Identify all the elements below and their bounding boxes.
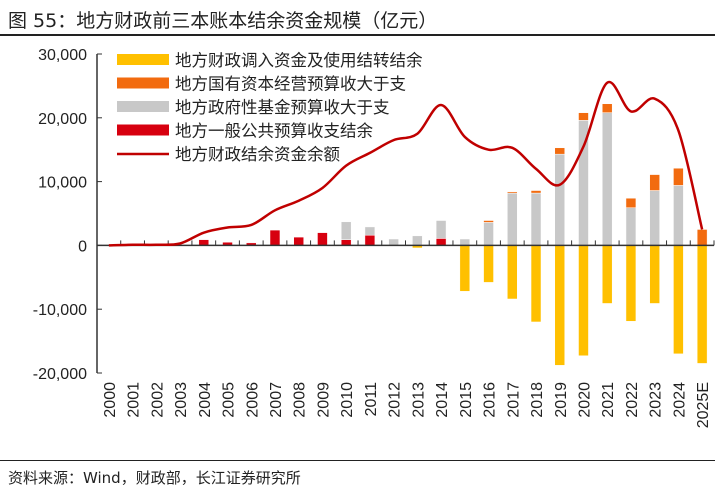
x-tick-label: 2008 <box>292 382 309 418</box>
line-series <box>108 80 704 247</box>
bar-segment <box>269 229 281 246</box>
bar-segment <box>340 221 352 240</box>
x-tick-label: 2004 <box>197 382 214 418</box>
bar-segment <box>625 197 637 209</box>
bar-segment <box>554 245 565 366</box>
x-tick-label: 2006 <box>244 382 261 418</box>
bar-segment <box>364 226 376 236</box>
bar-segment <box>317 232 328 246</box>
bar-segment <box>673 185 684 246</box>
bar-segment <box>601 245 613 304</box>
bar-segment <box>459 245 471 292</box>
legend-label: 地方财政结余资金余额 <box>175 145 341 164</box>
x-tick-label: 2015 <box>458 382 475 418</box>
x-tick-label: 2011 <box>363 382 380 417</box>
bar-segment <box>364 234 376 246</box>
x-tick-label: 2018 <box>529 382 546 418</box>
x-tick-label: 2005 <box>221 382 238 418</box>
x-tick-label: 2016 <box>482 382 499 418</box>
x-tick-label: 2022 <box>624 382 641 418</box>
bar-segment <box>649 174 660 191</box>
x-tick-label: 2010 <box>339 382 356 418</box>
bar-segment <box>530 190 542 194</box>
x-tick-label: 2002 <box>149 382 166 418</box>
bar-segment <box>530 192 542 246</box>
bar-segment <box>483 222 494 246</box>
x-tick-label: 2025E <box>695 382 712 428</box>
x-tick-label: 2019 <box>553 382 570 418</box>
x-tick-label: 2009 <box>315 382 332 418</box>
bar-segment <box>625 245 637 322</box>
bar-segment <box>459 238 471 246</box>
source-note: 资料来源：Wind，财政部，长江证券研究所 <box>8 469 301 487</box>
x-tick-label: 2024 <box>671 382 688 418</box>
bar-segment <box>696 229 708 246</box>
x-tick-label: 2013 <box>410 382 427 418</box>
bar-segment <box>673 245 684 355</box>
top-rule <box>0 34 715 36</box>
x-tick-label: 2001 <box>126 382 143 418</box>
bottom-rule <box>0 460 715 461</box>
legend-label: 地方国有资本经营预算收大于支 <box>175 75 406 94</box>
bar-segment <box>435 220 447 239</box>
y-tick-label: -10,000 <box>33 302 87 319</box>
legend-label: 地方政府性基金预算收大于支 <box>175 98 390 117</box>
bar-segment <box>435 238 447 246</box>
bar-segment <box>530 245 542 323</box>
bar-segment <box>601 103 613 113</box>
bar-segment <box>578 112 589 121</box>
x-tick-label: 2012 <box>387 382 404 418</box>
y-tick-label: 0 <box>78 238 87 255</box>
bar-segment <box>198 239 210 246</box>
bar-segment <box>412 235 423 246</box>
bar-segment <box>601 112 613 246</box>
y-tick-label: 20,000 <box>38 111 87 128</box>
y-tick-label: 10,000 <box>38 175 87 192</box>
bar-segment <box>483 245 494 283</box>
bar-segment <box>673 167 684 186</box>
bar-segment <box>554 147 565 155</box>
legend-swatch <box>117 101 169 112</box>
y-tick-label: -20,000 <box>33 366 87 383</box>
bar-segment <box>507 191 518 194</box>
x-tick-label: 2003 <box>173 382 190 418</box>
legend-label: 地方一般公共预算收支结余 <box>175 122 374 141</box>
x-tick-label: 2017 <box>505 382 522 418</box>
bar-segment <box>649 190 660 246</box>
bar-segment <box>483 220 494 223</box>
x-tick-label: 2023 <box>648 382 665 418</box>
bar-segment <box>293 236 304 246</box>
figure-title: 图 55：地方财政前三本账本结余资金规模（亿元） <box>8 10 438 32</box>
bar-segment <box>649 245 660 304</box>
bar-segment <box>625 207 637 246</box>
x-tick-label: 2007 <box>268 382 285 418</box>
x-tick-label: 2000 <box>102 382 119 418</box>
bar-segment <box>554 153 565 246</box>
legend-swatch <box>117 77 169 89</box>
x-tick-label: 2014 <box>434 382 451 418</box>
x-tick-label: 2020 <box>576 382 593 418</box>
bar-segment <box>388 238 399 246</box>
bar-segment <box>696 245 708 364</box>
legend-label: 地方财政调入资金及使用结转结余 <box>175 51 423 70</box>
y-tick-label: 30,000 <box>38 47 87 64</box>
bar-segment <box>507 192 518 246</box>
bar-segment <box>340 239 352 246</box>
bar-segment <box>507 245 518 300</box>
x-tick-label: 2021 <box>600 382 617 418</box>
legend-swatch <box>117 124 169 136</box>
legend-swatch <box>117 54 169 65</box>
bar-segment <box>578 245 589 357</box>
